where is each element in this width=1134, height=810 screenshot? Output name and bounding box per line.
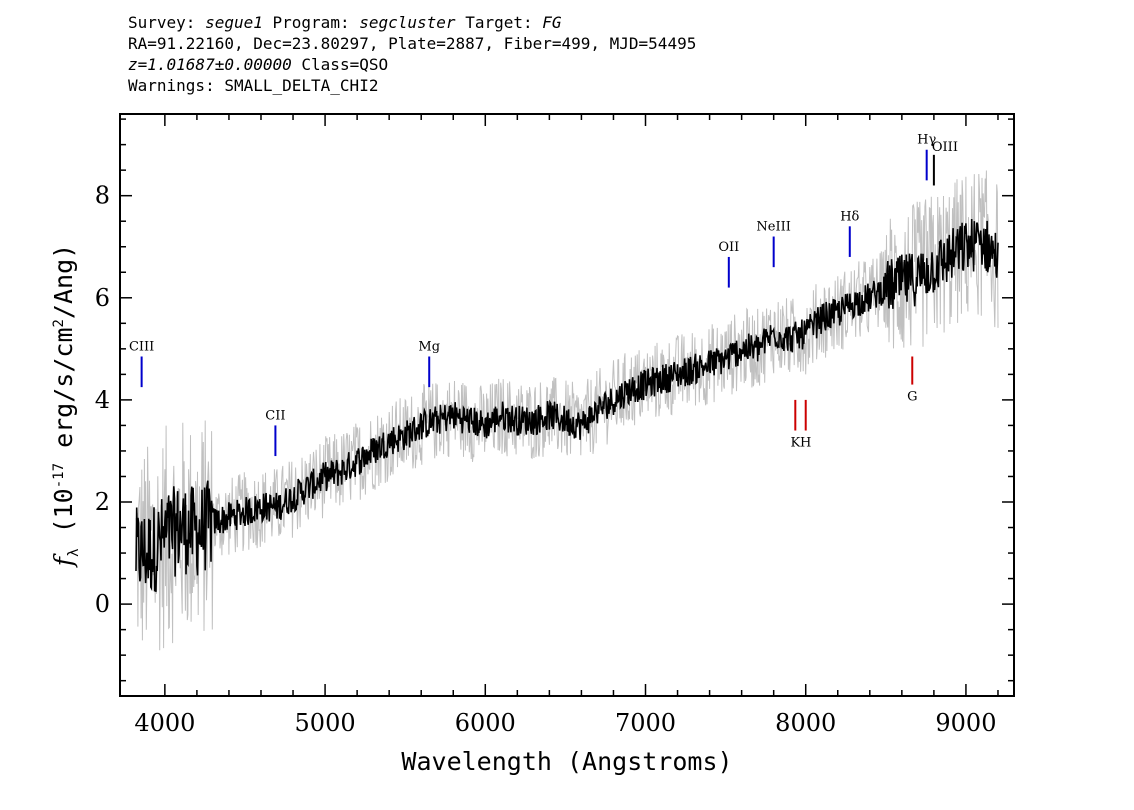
header-line-survey: Survey: segue1 Program: segcluster Targe… <box>128 12 696 33</box>
y-axis-label: fλ (10-17 erg/s/cm2/Ang) <box>49 244 82 568</box>
line-label-k: K <box>790 436 800 451</box>
x-tick-label: 4000 <box>134 709 195 737</box>
y-axis-title: fλ (10-17 erg/s/cm2/Ang) <box>49 244 82 568</box>
x-axis-label: Wavelength (Angstroms) <box>401 747 732 776</box>
line-label-h: H <box>800 436 811 451</box>
noisy-flux-series <box>135 170 999 651</box>
header-line-redshift: z=1.01687±0.00000 Class=QSO <box>128 54 696 75</box>
y-tick-label: 8 <box>95 182 110 210</box>
plot-frame <box>119 113 1015 697</box>
line-label-hγ: Hγ <box>917 133 936 148</box>
survey-value: segue1 <box>205 13 263 32</box>
program-label: Program: <box>272 13 350 32</box>
spectrum-header: Survey: segue1 Program: segcluster Targe… <box>128 12 696 96</box>
smoothed-flux-series <box>135 218 999 592</box>
line-label-cii: CII <box>265 408 285 423</box>
x-tick-label: 5000 <box>295 709 356 737</box>
survey-label: Survey: <box>128 13 196 32</box>
redshift-value: z=1.01687±0.00000 <box>128 55 292 74</box>
y-tick-label: 6 <box>95 284 110 312</box>
y-tick-label: 4 <box>95 386 110 414</box>
axis-ticks: 4000 5000 6000 7000 8000 9000 0 2 4 6 8 <box>95 114 1014 737</box>
noisy-flux-line <box>135 170 999 651</box>
program-value: segcluster <box>359 13 456 32</box>
y-tick-label: 2 <box>95 488 110 516</box>
smoothed-flux-line <box>135 218 999 592</box>
header-line-coordinates: RA=91.22160, Dec=23.80297, Plate=2887, F… <box>128 34 697 53</box>
line-label-oiii: OIII <box>932 140 958 155</box>
line-label-g: G <box>907 390 917 405</box>
line-label-oii: OII <box>718 240 739 255</box>
header-line-warnings: Warnings: SMALL_DELTA_CHI2 <box>128 76 379 95</box>
line-label-mg: Mg <box>418 340 440 355</box>
x-tick-label: 9000 <box>935 709 996 737</box>
x-tick-label: 6000 <box>455 709 516 737</box>
line-label-ciii: CIII <box>129 340 154 355</box>
x-axis-title: Wavelength (Angstroms) <box>401 747 732 776</box>
x-tick-label: 7000 <box>615 709 676 737</box>
line-label-hδ: Hδ <box>840 209 859 224</box>
line-label-neiii: NeIII <box>756 220 790 235</box>
class-value: Class=QSO <box>301 55 389 74</box>
target-label: Target: <box>465 13 533 32</box>
y-tick-label: 0 <box>95 590 110 618</box>
x-tick-label: 8000 <box>775 709 836 737</box>
target-value: FG <box>542 13 562 32</box>
